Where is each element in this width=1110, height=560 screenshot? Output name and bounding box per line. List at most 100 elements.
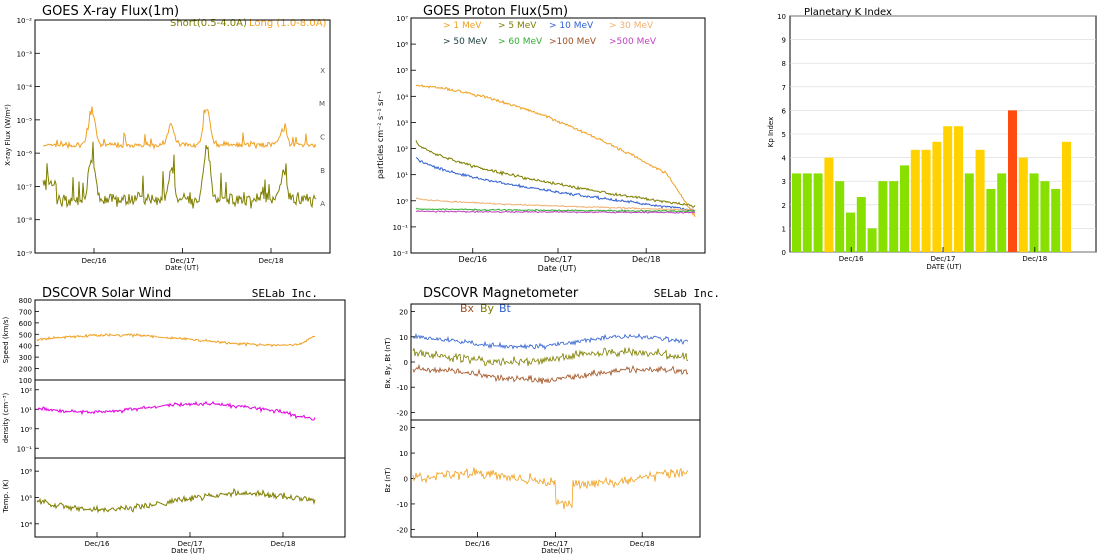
proton-xlabel: Date (UT) bbox=[538, 264, 577, 273]
kp-bar bbox=[954, 126, 963, 252]
kp-y-tick-label: 6 bbox=[782, 107, 787, 115]
mag-x-tick-label: Dec/16 bbox=[465, 540, 490, 548]
kp-y-tick-label: 3 bbox=[782, 178, 786, 186]
solarwind-y-tick-label: 300 bbox=[19, 354, 32, 362]
mag-legend-by: By bbox=[480, 302, 495, 315]
proton-legend-item: > 60 MeV bbox=[498, 37, 543, 47]
xray-y-tick-label: 10⁻⁵ bbox=[17, 117, 33, 125]
kp-bar bbox=[867, 228, 877, 252]
kp-bar bbox=[964, 173, 974, 252]
solarwind-x-tick-label: Dec/18 bbox=[271, 540, 296, 548]
proton-x-tick-label: Dec/17 bbox=[544, 255, 572, 264]
proton-y-tick-label: 10⁴ bbox=[396, 93, 408, 101]
mag-legend-bx: Bx bbox=[460, 302, 475, 315]
proton-series-line bbox=[415, 140, 696, 208]
xray-flux-chart: GOES X-ray Flux(1m) Short(0.5-4.0A) Long… bbox=[4, 4, 331, 272]
solarwind-panel0-plot-frame bbox=[34, 299, 346, 381]
solarwind-temp-ylabel: Temp. (K) bbox=[2, 479, 10, 513]
solarwind-series-line bbox=[36, 487, 316, 514]
mag-bz-ylabel: Bz (nT) bbox=[384, 467, 392, 492]
solarwind-y-tick-label: 10⁶ bbox=[20, 468, 32, 476]
kp-x-tick-label: Dec/16 bbox=[839, 255, 864, 263]
xray-flare-class-label: C bbox=[320, 134, 325, 142]
solarwind-series-line bbox=[36, 333, 316, 348]
kp-bar bbox=[943, 126, 953, 252]
xray-y-tick-label: 10⁻⁴ bbox=[17, 84, 33, 92]
solarwind-y-tick-label: 200 bbox=[19, 366, 32, 374]
proton-legend-item: > 30 MeV bbox=[609, 21, 654, 31]
xray-flare-class-label: A bbox=[320, 200, 325, 208]
solarwind-x-tick-label: Dec/17 bbox=[178, 540, 203, 548]
kp-bar bbox=[802, 173, 812, 252]
mag-y-tick-label: 20 bbox=[399, 425, 408, 433]
xray-plot-frame bbox=[34, 19, 331, 254]
mag-y-tick-label: 10 bbox=[399, 450, 408, 458]
kp-y-tick-label: 8 bbox=[782, 60, 786, 68]
kp-bar bbox=[878, 181, 888, 252]
mag-title: DSCOVR Magnetometer bbox=[423, 286, 579, 301]
kp-bar bbox=[856, 197, 866, 252]
xray-series-line bbox=[42, 141, 317, 209]
kp-bar bbox=[932, 141, 942, 252]
proton-y-tick-label: 10⁰ bbox=[396, 198, 408, 206]
mag-legend-bt: Bt bbox=[499, 302, 512, 315]
kp-y-tick-label: 7 bbox=[782, 84, 786, 92]
xray-y-tick-label: 10⁻⁶ bbox=[17, 150, 33, 158]
mag-panel1-plot-frame bbox=[410, 419, 701, 538]
xray-ylabel: X-ray Flux (W/m²) bbox=[4, 104, 12, 166]
kp-y-tick-label: 10 bbox=[777, 13, 786, 21]
mag-series-line bbox=[412, 346, 689, 367]
proton-y-tick-label: 10⁵ bbox=[396, 67, 408, 75]
proton-flux-chart: GOES Proton Flux(5m) particles cm⁻² s⁻¹ … bbox=[376, 4, 706, 273]
kp-bar bbox=[1029, 173, 1039, 252]
mag-x-tick-label: Dec/17 bbox=[543, 540, 568, 548]
solarwind-y-tick-label: 700 bbox=[19, 308, 32, 316]
proton-x-tick-label: Dec/18 bbox=[632, 255, 660, 264]
kp-bar bbox=[910, 149, 920, 252]
mag-x-tick-label: Dec/18 bbox=[630, 540, 655, 548]
proton-legend-item: > 50 MeV bbox=[443, 37, 488, 47]
proton-y-tick-label: 10¹ bbox=[396, 172, 408, 180]
xray-x-tick-label: Dec/17 bbox=[170, 257, 195, 265]
solarwind-x-tick-label: Dec/16 bbox=[85, 540, 110, 548]
solarwind-credit: SELab Inc. bbox=[252, 287, 318, 300]
kp-bar bbox=[986, 188, 996, 252]
solar-wind-chart: DSCOVR Solar Wind SELab Inc. Speed (km/s… bbox=[2, 286, 346, 555]
kp-bar bbox=[824, 157, 834, 252]
solarwind-y-tick-label: 500 bbox=[19, 331, 32, 339]
solarwind-speed-ylabel: Speed (km/s) bbox=[2, 316, 10, 363]
mag-series-line bbox=[412, 363, 689, 385]
proton-legend-item: > 5 MeV bbox=[498, 21, 537, 31]
kp-title: Planetary K Index bbox=[804, 7, 892, 18]
solarwind-y-tick-label: 100 bbox=[19, 377, 32, 385]
kp-bar bbox=[889, 181, 899, 252]
mag-y-tick-label: -20 bbox=[397, 409, 408, 417]
kp-ylabel: Kp Index bbox=[767, 117, 775, 148]
xray-legend-short: Short(0.5-4.0A) bbox=[170, 18, 247, 29]
mag-y-tick-label: 0 bbox=[404, 476, 408, 484]
solarwind-title: DSCOVR Solar Wind bbox=[42, 286, 171, 301]
proton-legend-item: >100 MeV bbox=[549, 37, 597, 47]
solarwind-y-tick-label: 10¹ bbox=[20, 406, 32, 414]
kp-y-tick-label: 1 bbox=[782, 225, 786, 233]
xray-title: GOES X-ray Flux(1m) bbox=[42, 4, 179, 19]
mag-y-tick-label: 10 bbox=[399, 334, 408, 342]
kp-bar bbox=[1051, 188, 1061, 252]
xray-flare-class-label: B bbox=[320, 167, 325, 175]
proton-legend-item: >500 MeV bbox=[609, 37, 657, 47]
proton-series-line bbox=[415, 197, 696, 212]
solarwind-y-tick-label: 800 bbox=[19, 297, 32, 305]
proton-y-tick-label: 10⁻¹ bbox=[393, 224, 409, 232]
kp-bar bbox=[835, 181, 845, 252]
kp-bar bbox=[1018, 157, 1028, 252]
solarwind-y-tick-label: 10² bbox=[20, 387, 32, 395]
kp-bar bbox=[900, 165, 909, 252]
mag-y-tick-label: -10 bbox=[397, 501, 408, 509]
mag-series-line bbox=[412, 467, 689, 510]
solarwind-y-tick-label: 10⁴ bbox=[20, 521, 32, 529]
mag-y-tick-label: 0 bbox=[404, 359, 408, 367]
solarwind-y-tick-label: 10⁵ bbox=[20, 495, 32, 503]
xray-x-tick-label: Dec/16 bbox=[82, 257, 107, 265]
proton-y-tick-label: 10³ bbox=[396, 119, 408, 127]
